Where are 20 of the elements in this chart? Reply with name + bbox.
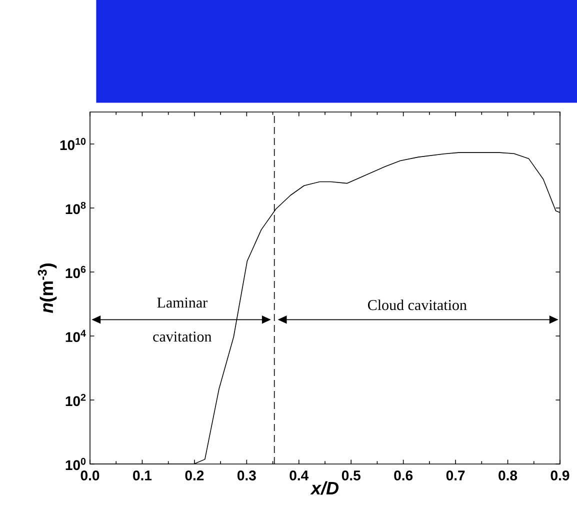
x-tick-label: 0.5 — [342, 470, 360, 480]
x-tick-label: 0.8 — [498, 470, 518, 480]
y-axis-title: n(m$^{-3}$) — [38, 264, 57, 314]
y-tick-label: 10$^{6}$ — [66, 266, 86, 278]
x-tick-label: 0.0 — [80, 470, 100, 480]
x-tick-label: 0.4 — [290, 470, 309, 480]
x-tick-label: 0.1 — [133, 470, 152, 480]
x-tick-label: 0.3 — [237, 470, 256, 480]
y-tick-label: 10$^{4}$ — [66, 330, 86, 342]
x-tick-label: 0.7 — [446, 470, 465, 480]
x-tick-label: 0.2 — [185, 470, 204, 480]
y-tick-label: 10$^{8}$ — [66, 202, 86, 214]
x-tick-label: 0.9 — [550, 470, 570, 480]
x-axis-title: x/D — [310, 481, 339, 495]
x-tick-label: 0.6 — [394, 470, 413, 480]
text: Laminar cavitation — [153, 298, 212, 342]
y-tick-label: 10$^{2}$ — [66, 394, 86, 406]
annotation: Cloud cavitation — [368, 300, 467, 310]
y-tick-label: 10$^{0}$ — [66, 458, 86, 470]
y-tick-label: 10$^{10}$ — [60, 138, 86, 150]
